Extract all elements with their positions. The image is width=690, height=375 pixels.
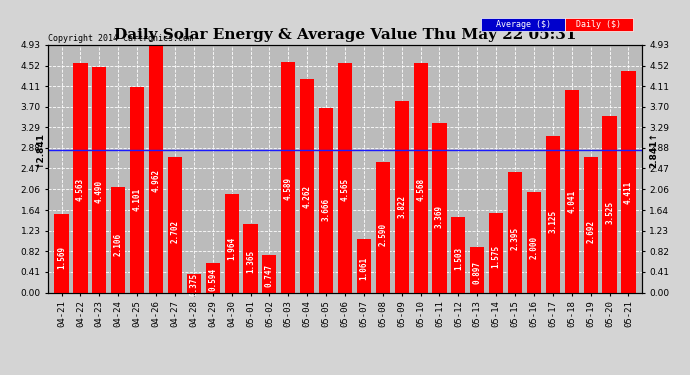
Bar: [546, 136, 560, 292]
Text: 2.702: 2.702: [170, 220, 179, 243]
Bar: [55, 214, 68, 292]
Text: Average ($): Average ($): [495, 20, 551, 29]
Text: 4.041: 4.041: [567, 190, 576, 213]
Bar: [262, 255, 277, 292]
Text: 1.575: 1.575: [492, 245, 501, 268]
Text: 2.106: 2.106: [114, 233, 123, 256]
FancyBboxPatch shape: [482, 18, 564, 32]
Bar: [413, 63, 428, 292]
Bar: [489, 213, 503, 292]
Text: 3.369: 3.369: [435, 205, 444, 228]
Bar: [92, 67, 106, 292]
Bar: [433, 123, 446, 292]
Bar: [73, 63, 88, 292]
Text: 4.962: 4.962: [152, 169, 161, 192]
Text: 1.569: 1.569: [57, 246, 66, 268]
Bar: [376, 162, 390, 292]
Bar: [282, 62, 295, 292]
Bar: [584, 158, 598, 292]
Bar: [564, 90, 579, 292]
Bar: [602, 116, 617, 292]
Text: 3.525: 3.525: [605, 201, 614, 224]
Title: Daily Solar Energy & Average Value Thu May 22 05:31: Daily Solar Energy & Average Value Thu M…: [114, 28, 576, 42]
Text: 4.589: 4.589: [284, 177, 293, 200]
FancyBboxPatch shape: [564, 18, 633, 32]
Text: 2.000: 2.000: [529, 236, 538, 259]
Bar: [395, 100, 408, 292]
Text: 0.594: 0.594: [208, 267, 217, 291]
Text: 1.503: 1.503: [454, 247, 463, 270]
Bar: [130, 87, 144, 292]
Bar: [149, 44, 163, 292]
Text: 4.565: 4.565: [340, 178, 350, 201]
Text: 4.101: 4.101: [132, 188, 141, 211]
Bar: [224, 194, 239, 292]
Bar: [319, 108, 333, 292]
Text: 1.365: 1.365: [246, 250, 255, 273]
Text: 0.747: 0.747: [265, 264, 274, 287]
Bar: [527, 192, 541, 292]
Text: 1.964: 1.964: [227, 237, 236, 260]
Text: 2.590: 2.590: [378, 222, 387, 246]
Bar: [300, 78, 314, 292]
Text: 3.822: 3.822: [397, 195, 406, 218]
Text: 0.897: 0.897: [473, 261, 482, 284]
Text: Copyright 2014 Cartronics.com: Copyright 2014 Cartronics.com: [48, 33, 193, 42]
Bar: [168, 157, 182, 292]
Text: 0.375: 0.375: [189, 273, 198, 296]
Bar: [187, 274, 201, 292]
Text: 4.490: 4.490: [95, 180, 103, 203]
Bar: [357, 239, 371, 292]
Text: ↑2.841: ↑2.841: [35, 132, 45, 168]
Text: 4.262: 4.262: [303, 184, 312, 208]
Text: 4.411: 4.411: [624, 181, 633, 204]
Bar: [206, 262, 220, 292]
Bar: [508, 172, 522, 292]
Bar: [111, 187, 126, 292]
Text: 4.568: 4.568: [416, 178, 425, 201]
Bar: [622, 71, 635, 292]
Bar: [338, 63, 352, 292]
Text: 3.666: 3.666: [322, 198, 331, 221]
Bar: [244, 224, 257, 292]
Text: 2.841↑: 2.841↑: [649, 132, 658, 168]
Text: 1.061: 1.061: [359, 257, 368, 280]
Text: 4.563: 4.563: [76, 178, 85, 201]
Bar: [470, 248, 484, 292]
Text: 2.395: 2.395: [511, 227, 520, 250]
Bar: [451, 217, 466, 292]
Text: 3.125: 3.125: [549, 210, 558, 234]
Text: 2.692: 2.692: [586, 220, 595, 243]
Text: Daily ($): Daily ($): [576, 20, 621, 29]
